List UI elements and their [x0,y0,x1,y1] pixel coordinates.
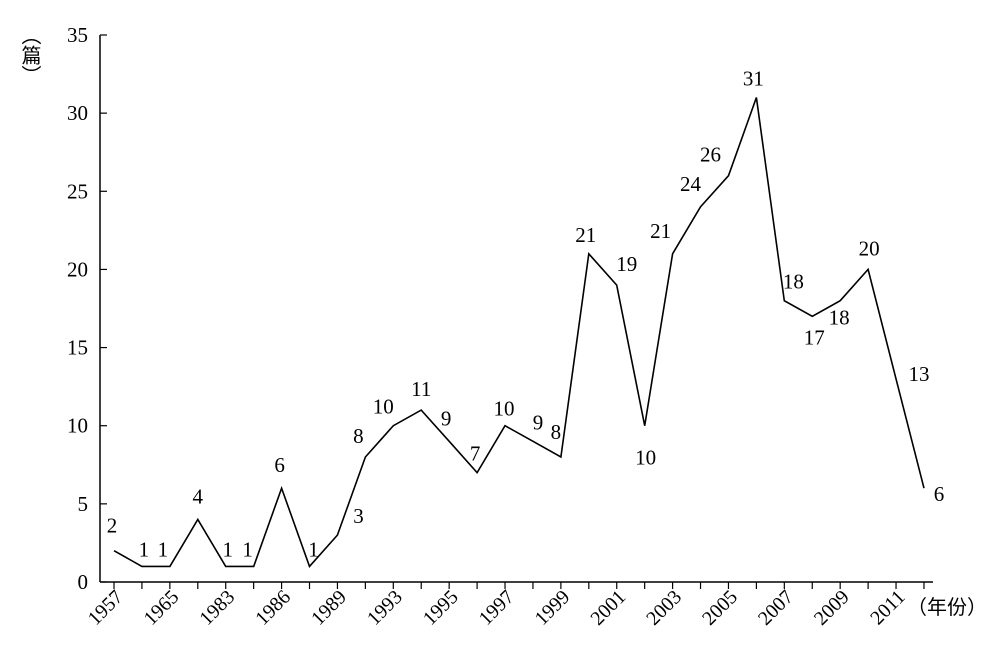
x-tick-label: 1986 [251,586,295,630]
x-tick-label: 2001 [586,586,630,630]
series-group [113,97,925,568]
data-label: 7 [470,442,481,466]
y-tick-label: 0 [78,570,89,594]
data-label: 21 [650,219,671,243]
y-tick-label: 25 [67,179,88,203]
y-tick-label: 35 [67,23,88,47]
data-label: 4 [193,484,204,508]
x-tick-label: 2009 [810,586,854,630]
x-tick-label: 1965 [140,586,184,630]
data-label: 9 [441,406,452,430]
data-label: 18 [783,270,804,294]
y-axis-title: （篇） [18,25,42,85]
data-label: 13 [909,362,930,386]
x-tick-label: 2011 [866,586,909,629]
data-label: 1 [222,537,233,561]
x-tick-label: 1989 [307,586,351,630]
y-tick-label: 20 [67,257,88,281]
data-label: 8 [551,420,562,444]
data-label: 3 [353,504,364,528]
x-tick-label: 2007 [754,586,798,630]
x-tick-label: 1999 [531,586,575,630]
x-tick-label: 2003 [642,586,686,630]
x-tick-label: 1993 [363,586,407,630]
series-line [113,97,925,568]
x-tick-label: 2005 [698,586,742,630]
data-label: 26 [700,143,721,167]
y-tick-label: 5 [78,492,89,516]
data-label: 1 [308,537,319,561]
data-label: 31 [743,67,764,91]
x-tick-label: 1983 [195,586,239,630]
data-label: 10 [635,446,656,470]
x-axis: 1957 1965 1983 1986 1989 1993 1995 1997 1999 2001… [84,581,933,630]
data-label: 1 [242,537,253,561]
data-label: 20 [859,236,880,260]
data-label: 8 [353,424,364,448]
data-label: 10 [494,397,515,421]
data-label: 1 [139,537,150,561]
y-tick-label: 10 [67,414,88,438]
data-label: 6 [934,482,945,506]
x-tick-label: 1997 [475,586,519,630]
data-label: 10 [373,395,394,419]
data-label: 9 [533,410,544,434]
y-tick-label: 30 [67,101,88,125]
data-label: 24 [680,172,702,196]
x-tick-label: 1957 [84,586,128,630]
data-label: 2 [107,514,118,538]
y-tick-label: 15 [67,336,88,360]
data-label: 18 [829,306,850,330]
data-label: 1 [158,537,169,561]
x-tick-label: 1995 [419,586,463,630]
x-axis-title: （年份） [907,595,987,619]
data-label: 19 [616,252,637,276]
y-axis: 0 5 10 15 20 25 30 35 [67,23,107,594]
data-label: 21 [575,223,596,247]
data-label: 17 [804,325,825,349]
data-label: 6 [274,453,285,477]
data-label: 11 [411,377,431,401]
